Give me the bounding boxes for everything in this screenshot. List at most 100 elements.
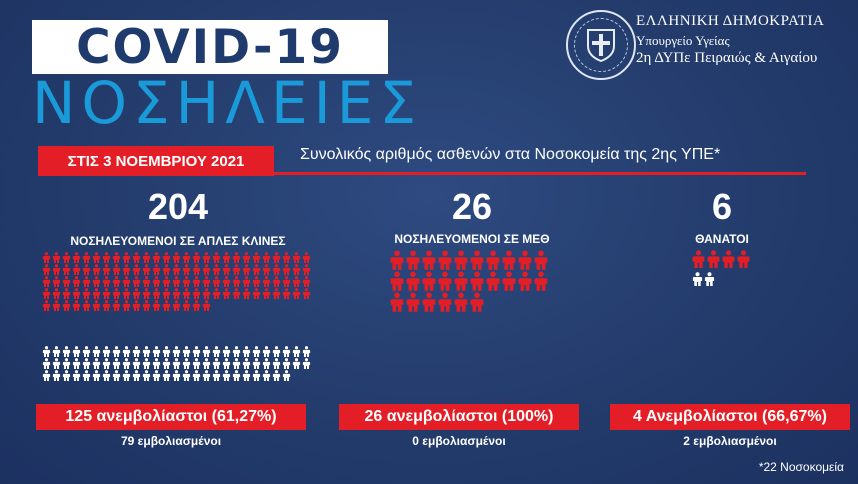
person-icon	[202, 276, 211, 287]
person-icon	[42, 346, 51, 357]
person-icon	[252, 264, 261, 275]
person-icon	[212, 288, 221, 299]
person-icon	[262, 252, 271, 263]
icu-unvaccinated-icons	[390, 250, 560, 313]
person-icon	[737, 250, 750, 268]
person-icon	[172, 264, 181, 275]
person-icon	[82, 264, 91, 275]
person-icon	[182, 346, 191, 357]
org-line-2: Υπουργείο Υγείας	[636, 33, 730, 48]
person-icon	[172, 300, 181, 311]
person-icon	[112, 264, 121, 275]
person-icon	[232, 264, 241, 275]
deaths-vaccinated-icons	[692, 272, 762, 287]
person-icon	[172, 370, 181, 381]
person-icon	[62, 358, 71, 369]
person-icon	[292, 288, 301, 299]
deaths-label: ΘΑΝΑΤΟΙ	[695, 232, 749, 246]
person-icon	[302, 276, 311, 287]
person-icon	[42, 370, 51, 381]
person-icon	[518, 271, 532, 291]
page-subtitle: ΝΟΣΗΛΕΙΕΣ	[32, 69, 423, 137]
person-icon	[72, 300, 81, 311]
person-icon	[292, 276, 301, 287]
person-icon	[142, 346, 151, 357]
person-icon	[422, 250, 436, 270]
person-icon	[182, 276, 191, 287]
person-icon	[222, 358, 231, 369]
person-icon	[122, 370, 131, 381]
person-icon	[142, 288, 151, 299]
person-icon	[292, 264, 301, 275]
person-icon	[122, 346, 131, 357]
person-icon	[42, 252, 51, 263]
person-icon	[438, 271, 452, 291]
person-icon	[202, 346, 211, 357]
person-icon	[112, 252, 121, 263]
person-icon	[222, 370, 231, 381]
person-icon	[470, 292, 484, 312]
person-icon	[102, 370, 111, 381]
person-icon	[272, 264, 281, 275]
person-icon	[502, 250, 516, 270]
person-icon	[82, 288, 91, 299]
title-box: COVID-19	[32, 20, 388, 74]
person-icon	[272, 370, 281, 381]
person-icon	[272, 358, 281, 369]
person-icon	[406, 250, 420, 270]
person-icon	[282, 264, 291, 275]
person-icon	[202, 370, 211, 381]
person-icon	[152, 288, 161, 299]
person-icon	[232, 276, 241, 287]
person-icon	[406, 292, 420, 312]
person-icon	[282, 252, 291, 263]
person-icon	[302, 264, 311, 275]
person-icon	[112, 358, 121, 369]
person-icon	[202, 252, 211, 263]
person-icon	[132, 276, 141, 287]
person-icon	[52, 358, 61, 369]
page-title: COVID-19	[76, 19, 344, 75]
person-icon	[62, 264, 71, 275]
person-icon	[162, 276, 171, 287]
person-icon	[438, 292, 452, 312]
person-icon	[192, 370, 201, 381]
icu-total: 26	[451, 186, 493, 227]
person-icon	[152, 276, 161, 287]
person-icon	[162, 252, 171, 263]
person-icon	[52, 276, 61, 287]
beds-unvaccinated-text: 125 ανεμβολίαστοι (61,27%)	[36, 404, 306, 430]
person-icon	[162, 370, 171, 381]
person-icon	[282, 358, 291, 369]
person-icon	[518, 250, 532, 270]
person-icon	[192, 288, 201, 299]
person-icon	[282, 346, 291, 357]
person-icon	[262, 358, 271, 369]
deaths-unvaccinated-icons	[692, 250, 762, 269]
person-icon	[132, 358, 141, 369]
person-icon	[82, 300, 91, 311]
person-icon	[92, 300, 101, 311]
person-icon	[212, 252, 221, 263]
person-icon	[162, 358, 171, 369]
person-icon	[112, 370, 121, 381]
person-icon	[470, 250, 484, 270]
person-icon	[42, 276, 51, 287]
person-icon	[72, 276, 81, 287]
person-icon	[262, 276, 271, 287]
person-icon	[192, 300, 201, 311]
person-icon	[422, 292, 436, 312]
person-icon	[302, 358, 311, 369]
person-icon	[222, 346, 231, 357]
person-icon	[262, 346, 271, 357]
person-icon	[122, 264, 131, 275]
person-icon	[72, 370, 81, 381]
person-icon	[112, 288, 121, 299]
person-icon	[122, 300, 131, 311]
person-icon	[132, 370, 141, 381]
person-icon	[122, 358, 131, 369]
person-icon	[62, 300, 71, 311]
person-icon	[302, 252, 311, 263]
person-icon	[252, 252, 261, 263]
person-icon	[72, 288, 81, 299]
